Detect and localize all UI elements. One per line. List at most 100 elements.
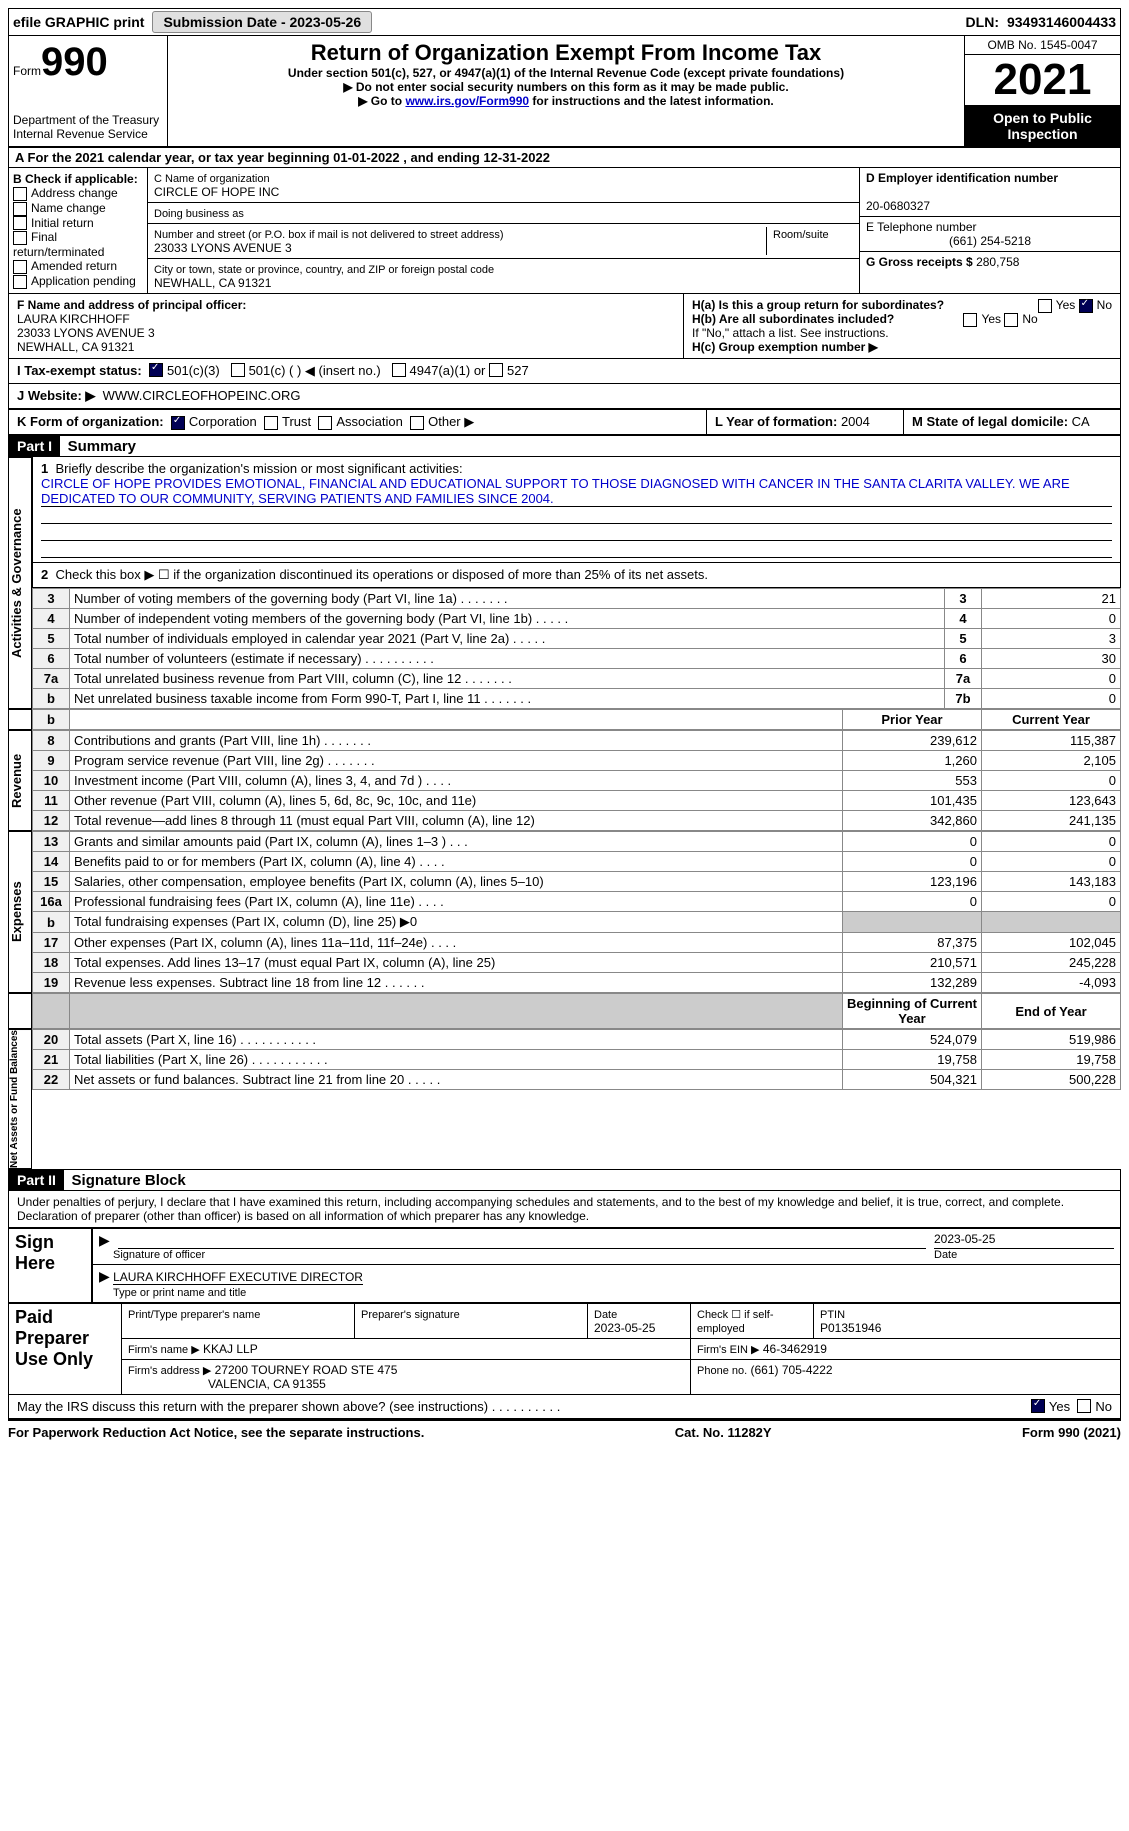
paid-preparer-table: Paid Preparer Use Only Print/Type prepar… — [8, 1303, 1121, 1395]
ha-no-box[interactable] — [1079, 299, 1093, 313]
line1-label: Briefly describe the organization's miss… — [55, 461, 462, 476]
d-label: D Employer identification number — [866, 171, 1058, 185]
officer-name-label: Type or print name and title — [99, 1287, 246, 1299]
opt-amended: Amended return — [31, 259, 117, 273]
footer-left: For Paperwork Reduction Act Notice, see … — [8, 1425, 424, 1440]
g-label: G Gross receipts $ — [866, 255, 973, 269]
sig-officer-label: Signature of officer — [113, 1249, 934, 1261]
may-no: No — [1095, 1399, 1112, 1414]
j-label: J Website: ▶ — [17, 388, 95, 404]
k-trust: Trust — [282, 414, 311, 429]
goto-post: for instructions and the latest informat… — [529, 94, 774, 108]
footer-right: Form 990 (2021) — [1022, 1425, 1121, 1440]
k-corp-box[interactable] — [171, 416, 185, 430]
ein-value: 20-0680327 — [866, 199, 930, 213]
checkbox-final-return[interactable] — [13, 231, 27, 245]
i-527: 527 — [507, 363, 529, 379]
k-assoc-box[interactable] — [318, 416, 332, 430]
i-501c: 501(c) ( ) ◀ (insert no.) — [249, 363, 381, 379]
i-label: I Tax-exempt status: — [17, 363, 142, 379]
section-fh: F Name and address of principal officer:… — [8, 294, 1121, 359]
sign-here-label: Sign Here — [9, 1229, 93, 1303]
ptin-value: P01351946 — [820, 1321, 881, 1335]
may-no-box[interactable] — [1077, 1399, 1091, 1413]
header-row-pc: b Prior Year Current Year — [32, 709, 1121, 730]
k-label: K Form of organization: — [17, 414, 164, 429]
check-self-employed: Check ☐ if self-employed — [697, 1309, 774, 1335]
open-to-public: Open to Public Inspection — [965, 106, 1120, 146]
goto-pre: ▶ Go to — [358, 94, 405, 108]
year-begin: 01-01-2022 — [333, 150, 400, 165]
hb-label: H(b) Are all subordinates included? — [692, 312, 894, 326]
e-label: E Telephone number — [866, 220, 977, 234]
officer-addr2: NEWHALL, CA 91321 — [17, 340, 134, 354]
i-501c3: 501(c)(3) — [167, 363, 220, 379]
i-4947-box[interactable] — [392, 363, 406, 377]
footer-center: Cat. No. 11282Y — [675, 1425, 772, 1440]
b-label: B Check if applicable: — [13, 172, 138, 186]
k-other-box[interactable] — [410, 416, 424, 430]
may-irs-row: May the IRS discuss this return with the… — [8, 1395, 1121, 1419]
dept-label: Department of the Treasury Internal Reve… — [13, 113, 163, 141]
i-527-box[interactable] — [489, 363, 503, 377]
part1-title: Summary — [64, 438, 136, 455]
k-trust-box[interactable] — [264, 416, 278, 430]
m-label: M State of legal domicile: — [912, 414, 1068, 429]
org-address: 23033 LYONS AVENUE 3 — [154, 241, 292, 255]
part2-tag: Part II — [9, 1170, 64, 1190]
phone-value: (661) 254-5218 — [866, 234, 1114, 248]
may-yes: Yes — [1049, 1399, 1070, 1414]
arrow-icon-2: ▶ — [99, 1268, 110, 1284]
ha-yes-box[interactable] — [1038, 299, 1052, 313]
year-end: 12-31-2022 — [483, 150, 550, 165]
section-bcd: B Check if applicable: Address change Na… — [8, 168, 1121, 294]
vlabel-ag: Activities & Governance — [8, 457, 32, 709]
irs-link[interactable]: www.irs.gov/Form990 — [405, 94, 529, 108]
checkbox-name-change[interactable] — [13, 202, 27, 216]
checkbox-address-change[interactable] — [13, 187, 27, 201]
vlabel-rev: Revenue — [8, 730, 32, 831]
arrow-icon: ▶ — [99, 1232, 110, 1249]
row-j: J Website: ▶ WWW.CIRCLEOFHOPEINC.ORG — [8, 384, 1121, 410]
l-val: 2004 — [841, 414, 870, 429]
prep-date-label: Date — [594, 1309, 617, 1321]
hb-no: No — [1022, 312, 1037, 326]
row-a-mid: , and ending — [400, 150, 484, 165]
i-501c-box[interactable] — [231, 363, 245, 377]
tax-year: 2021 — [965, 55, 1120, 106]
checkbox-initial-return[interactable] — [13, 216, 27, 230]
hb-no-box[interactable] — [1004, 313, 1018, 327]
checkbox-amended[interactable] — [13, 260, 27, 274]
sign-here-table: Sign Here ▶ 2023-05-25 Signature of offi… — [8, 1228, 1121, 1303]
i-4947: 4947(a)(1) or — [410, 363, 486, 379]
header-row-be: Beginning of Current Year End of Year — [32, 993, 1121, 1029]
sig-date-label: Date — [934, 1249, 1114, 1261]
dba-label: Doing business as — [154, 208, 244, 220]
hb-yes-box[interactable] — [963, 313, 977, 327]
exp-table: 13Grants and similar amounts paid (Part … — [32, 831, 1121, 993]
dln-label: DLN: — [966, 14, 999, 30]
checkbox-app-pending[interactable] — [13, 275, 27, 289]
prep-sig-label: Preparer's signature — [361, 1309, 460, 1321]
omb-number: OMB No. 1545-0047 — [965, 36, 1120, 55]
website-value: WWW.CIRCLEOFHOPEINC.ORG — [103, 388, 301, 404]
firm-name: KKAJ LLP — [203, 1342, 258, 1356]
vlabel-exp: Expenses — [8, 831, 32, 993]
firm-ein-label: Firm's EIN ▶ — [697, 1344, 760, 1356]
i-501c3-box[interactable] — [149, 363, 163, 377]
part1-tag: Part I — [9, 436, 60, 456]
sign-date: 2023-05-25 — [934, 1232, 1114, 1249]
part1-header-row: Part I Summary — [8, 436, 1121, 457]
may-yes-box[interactable] — [1031, 1399, 1045, 1413]
firm-phone: (661) 705-4222 — [751, 1363, 833, 1377]
hdr-end: End of Year — [982, 994, 1121, 1029]
l-label: L Year of formation: — [715, 414, 837, 429]
submission-date-button[interactable]: Submission Date - 2023-05-26 — [152, 11, 372, 33]
firm-addr2: VALENCIA, CA 91355 — [128, 1377, 326, 1391]
gross-receipts: 280,758 — [976, 255, 1019, 269]
org-city: NEWHALL, CA 91321 — [154, 276, 271, 290]
mission-text: CIRCLE OF HOPE PROVIDES EMOTIONAL, FINAN… — [41, 476, 1112, 507]
k-assoc: Association — [336, 414, 402, 429]
dln-value: 93493146004433 — [1007, 14, 1116, 30]
opt-name-change: Name change — [31, 201, 106, 215]
